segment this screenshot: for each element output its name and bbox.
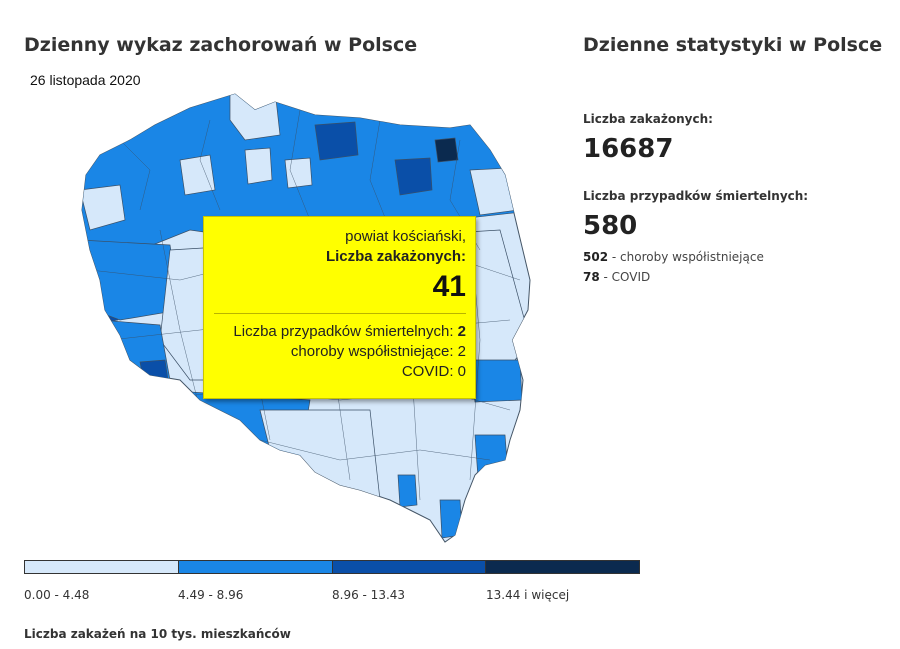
region-south-east-medium-3[interactable]: [439, 499, 463, 539]
legend-bin-3: [332, 561, 487, 573]
region-north-darkest[interactable]: [434, 137, 459, 163]
map-title: Dzienny wykaz zachorowań w Polsce: [24, 34, 418, 56]
region-north-light-3[interactable]: [244, 147, 273, 185]
region-south-east-medium-1[interactable]: [474, 434, 509, 479]
legend-label-3: 8.96 - 13.43: [332, 588, 406, 602]
legend-label-1: 0.00 - 4.48: [24, 588, 90, 602]
region-central-medium-1[interactable]: [469, 359, 523, 403]
tooltip-infected-value: 41: [432, 270, 466, 303]
tooltip-separator: [214, 313, 466, 314]
region-west-medium[interactable]: [80, 239, 181, 321]
covid-value: 78: [583, 270, 600, 284]
tooltip-infected-label: Liczba zakażonych:: [325, 248, 466, 265]
tooltip-deaths-value: 2: [457, 323, 466, 340]
region-north-light-4[interactable]: [284, 157, 313, 189]
legend-note: Liczba zakażeń na 10 tys. mieszkańców: [24, 627, 291, 641]
deaths-value: 580: [583, 211, 638, 241]
tooltip-deaths-label: Liczba przypadków śmiertelnych:: [233, 323, 454, 340]
legend-bin-4: [486, 561, 639, 573]
legend-label-2: 4.49 - 8.96: [178, 588, 244, 602]
map-date: 26 listopada 2020: [30, 72, 141, 88]
infected-label: Liczba zakażonych:: [583, 112, 713, 126]
covid-line: 78 - COVID: [583, 270, 651, 284]
region-north-light-2[interactable]: [179, 154, 216, 196]
comorbid-label: choroby współistniejące: [620, 250, 764, 264]
tooltip-comorbid-line: choroby współistniejące: 2: [290, 343, 466, 360]
stats-title: Dzienne statystyki w Polsce: [583, 34, 883, 56]
legend-color-scale: [24, 560, 640, 574]
deaths-label: Liczba przypadków śmiertelnych:: [583, 189, 809, 203]
comorbid-line: 502 - choroby współistniejące: [583, 250, 764, 264]
legend-bin-1: [25, 561, 179, 573]
infected-value: 16687: [583, 134, 674, 164]
region-tooltip: powiat kościański, Liczba zakażonych: 41…: [203, 216, 476, 399]
tooltip-region-name: powiat kościański,: [345, 228, 466, 245]
tooltip-covid-line: COVID: 0: [401, 363, 466, 380]
region-north-dark-1[interactable]: [314, 121, 359, 161]
region-south-east-medium-2[interactable]: [397, 474, 418, 508]
covid-label: COVID: [611, 270, 651, 284]
legend-bin-2: [178, 561, 333, 573]
legend-label-4: 13.44 i więcej: [486, 588, 570, 602]
region-north-dark-2[interactable]: [394, 157, 433, 196]
comorbid-value: 502: [583, 250, 609, 264]
region-north-light-6[interactable]: [80, 184, 126, 231]
tooltip-deaths-line: Liczba przypadków śmiertelnych: 2: [214, 322, 466, 342]
